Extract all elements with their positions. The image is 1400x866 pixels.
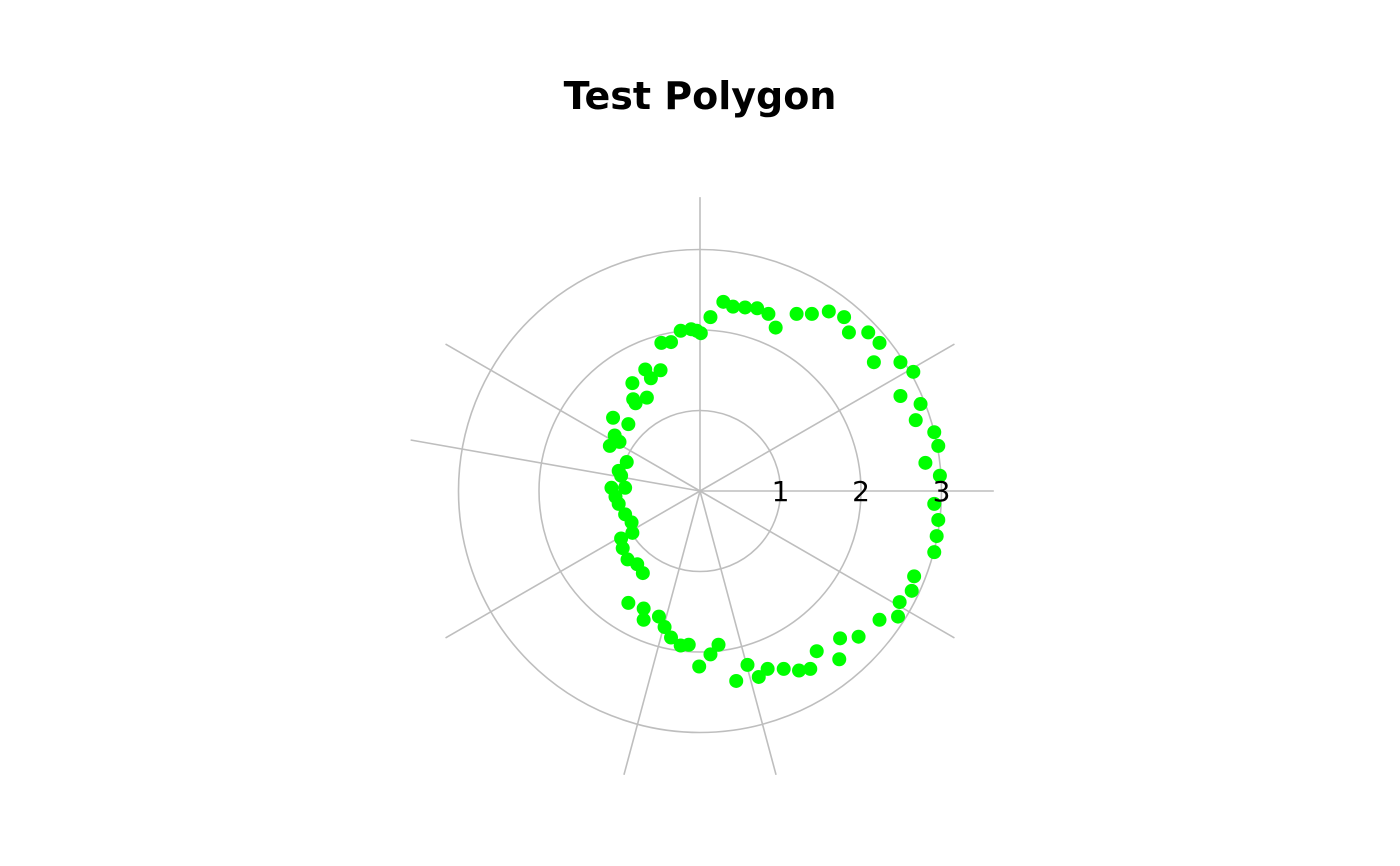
data-point [904, 583, 919, 598]
data-point [639, 390, 654, 405]
data-point [657, 620, 672, 635]
data-point [768, 320, 783, 335]
data-point [673, 323, 688, 338]
angular-spokes [410, 197, 994, 776]
spoke-6 [445, 490, 701, 639]
data-point [891, 609, 906, 624]
data-point [929, 529, 944, 544]
data-point [602, 438, 617, 453]
spoke-4 [445, 343, 701, 492]
data-point [893, 389, 908, 404]
data-point [711, 637, 726, 652]
data-point [931, 438, 946, 453]
radial-tick-label-3: 3 [933, 475, 951, 508]
data-point [621, 595, 636, 610]
data-point [626, 392, 641, 407]
data-point [837, 310, 852, 325]
data-point [841, 325, 856, 340]
data-point [803, 661, 818, 676]
data-point [832, 652, 847, 667]
data-point [893, 355, 908, 370]
data-point [614, 531, 629, 546]
data-point [908, 413, 923, 428]
data-point [932, 468, 947, 483]
spoke-9 [699, 490, 955, 639]
data-point [927, 425, 942, 440]
data-point [726, 299, 741, 314]
data-point [792, 663, 807, 678]
data-point [621, 417, 636, 432]
data-point [693, 326, 708, 341]
data-point [804, 306, 819, 321]
data-point [872, 612, 887, 627]
data-point [931, 512, 946, 527]
data-point [607, 428, 622, 443]
data-point [606, 410, 621, 425]
data-point [760, 661, 775, 676]
data-point [651, 609, 666, 624]
data-point [833, 631, 848, 646]
data-point [907, 569, 922, 584]
data-point [618, 507, 633, 522]
data-point [618, 480, 633, 495]
data-points [602, 294, 947, 688]
data-point [761, 306, 776, 321]
data-point [664, 335, 679, 350]
data-point [643, 371, 658, 386]
data-point [750, 301, 765, 316]
data-point [872, 335, 887, 350]
data-point [611, 463, 626, 478]
data-point [692, 659, 707, 674]
data-point [664, 630, 679, 645]
data-point [789, 306, 804, 321]
data-point [738, 300, 753, 315]
data-point [927, 496, 942, 511]
radial-tick-labels: 1 2 3 [772, 475, 951, 508]
data-point [906, 364, 921, 379]
data-point [636, 601, 651, 616]
spoke-8 [699, 490, 777, 776]
data-point [861, 325, 876, 340]
data-point [866, 355, 881, 370]
radial-tick-label-2: 2 [852, 475, 870, 508]
data-point [625, 376, 640, 391]
data-point [913, 397, 928, 412]
spoke-5 [410, 439, 701, 492]
data-point [620, 552, 635, 567]
data-point [927, 545, 942, 560]
data-point [619, 455, 634, 470]
data-point [653, 363, 668, 378]
data-point [636, 612, 651, 627]
data-point [892, 595, 907, 610]
data-point [776, 661, 791, 676]
data-point [729, 673, 744, 688]
data-point [625, 525, 640, 540]
data-point [851, 629, 866, 644]
data-point [604, 480, 619, 495]
data-point [740, 657, 755, 672]
data-point [751, 669, 766, 684]
radial-tick-label-1: 1 [772, 475, 790, 508]
chart-title: Test Polygon [563, 74, 837, 118]
data-point [821, 304, 836, 319]
data-point [918, 455, 933, 470]
data-point [703, 310, 718, 325]
data-point [809, 644, 824, 659]
data-point [673, 638, 688, 653]
data-point [703, 647, 718, 662]
